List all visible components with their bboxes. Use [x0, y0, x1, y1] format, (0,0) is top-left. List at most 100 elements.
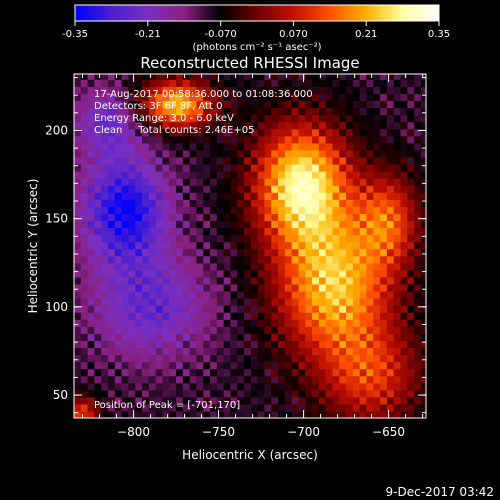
heatmap-cell [420, 86, 426, 95]
heatmap-cell [74, 283, 82, 292]
heatmap-cell [339, 298, 347, 306]
heatmap-cell [305, 128, 313, 137]
heatmap-cell [80, 354, 89, 363]
heatmap-cell [359, 206, 368, 214]
heatmap-cell [339, 227, 347, 236]
heatmap-cell [291, 241, 300, 250]
heatmap-cell [101, 199, 109, 207]
heatmap-cell [101, 185, 109, 193]
heatmap-cell [237, 319, 245, 327]
heatmap-cell [400, 283, 408, 292]
heatmap-cell [346, 340, 354, 349]
heatmap-cell [189, 319, 198, 327]
heatmap-cell [142, 410, 150, 418]
heatmap-cell [257, 135, 266, 144]
heatmap-cell [121, 178, 130, 186]
heatmap-cell [142, 107, 150, 116]
heatmap-cell [176, 227, 184, 236]
heatmap-cell [121, 163, 130, 172]
heatmap-cell [400, 142, 408, 151]
heatmap-cell [339, 269, 347, 278]
heatmap-cell [210, 333, 218, 341]
heatmap-cell [264, 234, 272, 243]
heatmap-cell [305, 206, 313, 214]
heatmap-cell [155, 107, 164, 116]
heatmap-cell [278, 227, 286, 236]
heatmap-cell [230, 298, 238, 306]
heatmap-cell [257, 347, 266, 356]
heatmap-cell [162, 269, 170, 278]
heatmap-cell [148, 319, 157, 327]
heatmap-cell [196, 276, 204, 285]
heatmap-cell [305, 290, 313, 299]
heatmap-cell [244, 206, 252, 214]
heatmap-cell [142, 100, 150, 109]
heatmap-cell [189, 305, 198, 313]
heatmap-cell [189, 178, 198, 186]
heatmap-cell [339, 368, 347, 377]
heatmap-cell [250, 403, 259, 412]
heatmap-cell [414, 269, 422, 278]
heatmap-cell [80, 93, 89, 102]
heatmap-cell [169, 107, 177, 116]
heatmap-cell [284, 220, 293, 229]
heatmap-cell [169, 185, 177, 193]
heatmap-cell [305, 142, 313, 151]
heatmap-cell [210, 361, 218, 370]
heatmap-cell [291, 107, 300, 116]
heatmap-cell [420, 354, 426, 363]
heatmap-cell [176, 347, 184, 356]
heatmap-cell [400, 410, 408, 418]
heatmap-cell [230, 199, 238, 207]
heatmap-cell [230, 142, 238, 151]
heatmap-cell [148, 347, 157, 356]
heatmap-cell [325, 79, 334, 87]
heatmap-cell [142, 114, 150, 123]
heatmap-cell [325, 396, 334, 405]
heatmap-cell [407, 163, 415, 172]
heatmap-cell [196, 298, 204, 306]
heatmap-cell [162, 135, 170, 144]
heatmap-cell [182, 410, 191, 418]
heatmap-cell [121, 74, 130, 80]
heatmap-cell [237, 347, 245, 356]
heatmap-cell [373, 382, 381, 391]
heatmap-cell [264, 340, 272, 349]
heatmap-cell [264, 199, 272, 207]
heatmap-cell [278, 290, 286, 299]
heatmap-cell [352, 163, 361, 172]
heatmap-cell [87, 319, 95, 327]
heatmap-cell [230, 290, 238, 299]
heatmap-cell [250, 220, 259, 229]
heatmap-cell [80, 403, 89, 412]
heatmap-cell [189, 276, 198, 285]
heatmap-cell [298, 107, 306, 116]
heatmap-cell [346, 403, 354, 412]
heatmap-cell [366, 156, 374, 165]
heatmap-cell [366, 396, 374, 405]
heatmap-cell [346, 163, 354, 172]
heatmap-cell [380, 86, 388, 95]
heatmap-cell [216, 333, 225, 341]
heatmap-cell [312, 171, 320, 179]
heatmap-cell [155, 199, 164, 207]
heatmap-cell [407, 255, 415, 264]
heatmap-cell [250, 121, 259, 130]
heatmap-cell [230, 100, 238, 109]
heatmap-cell [128, 354, 136, 363]
heatmap-cell [230, 347, 238, 356]
heatmap-cell [162, 361, 170, 370]
heatmap-cell [114, 86, 123, 95]
heatmap-cell [230, 312, 238, 320]
heatmap-cell [237, 93, 245, 102]
heatmap-cell [373, 206, 381, 214]
heatmap-cell [339, 347, 347, 356]
heatmap-cell [257, 171, 266, 179]
heatmap-cell [223, 220, 232, 229]
heatmap-cell [291, 121, 300, 130]
heatmap-cell [407, 269, 415, 278]
heatmap-cell [94, 403, 102, 412]
heatmap-cell [114, 347, 123, 356]
heatmap-cell [420, 375, 426, 384]
heatmap-cell [278, 248, 286, 257]
